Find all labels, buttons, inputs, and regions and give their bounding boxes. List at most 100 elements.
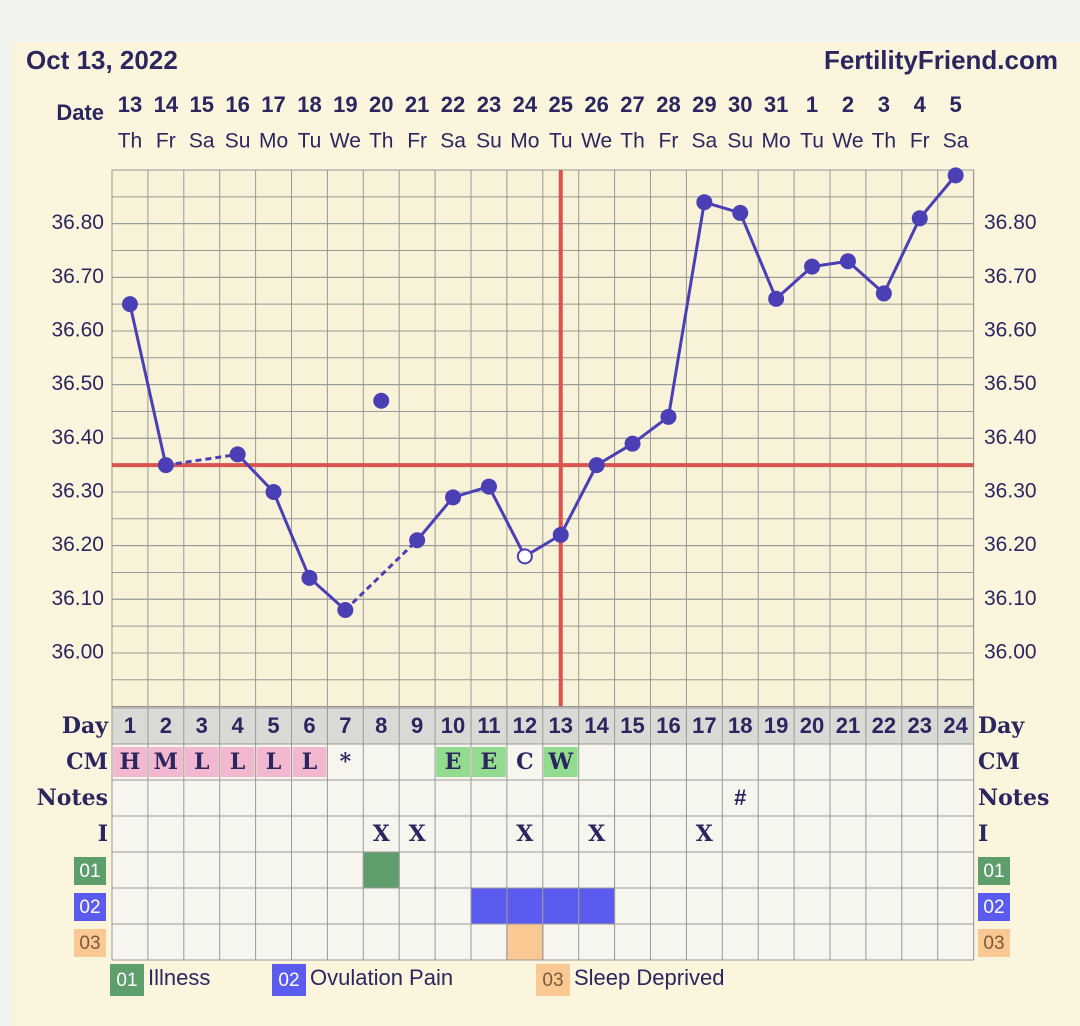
y-tick-label-right: 36.30 xyxy=(984,480,1037,503)
row-label-right: CM xyxy=(978,749,1020,775)
temperature-line xyxy=(775,265,814,300)
temperature-line xyxy=(128,303,168,466)
row-label-right: Notes xyxy=(978,785,1049,811)
date-label: 29 xyxy=(692,92,716,117)
cm-fill xyxy=(148,747,183,777)
y-tick-label: 36.70 xyxy=(51,265,104,288)
cycle-day: 5 xyxy=(267,713,279,738)
weekday-label: We xyxy=(330,130,361,153)
date-label: 16 xyxy=(225,92,249,117)
cm-fill xyxy=(113,747,147,777)
y-tick-label: 36.50 xyxy=(51,372,104,395)
date-label: 5 xyxy=(950,92,962,117)
cm-cell: H xyxy=(120,749,141,775)
date-label: 13 xyxy=(118,92,142,117)
date-label: 20 xyxy=(369,92,393,117)
weekday-label: Tu xyxy=(800,130,824,153)
cycle-day: 7 xyxy=(339,713,351,738)
cycle-day: 24 xyxy=(943,713,968,738)
row-label: Notes xyxy=(37,785,108,811)
y-tick-label: 36.00 xyxy=(51,640,104,663)
symptom-code: 01 xyxy=(79,861,100,882)
legend-code: 01 xyxy=(116,970,137,991)
cycle-day: 6 xyxy=(303,713,315,738)
cycle-day: 22 xyxy=(872,713,896,738)
temperature-line xyxy=(882,217,922,295)
cm-fill xyxy=(436,747,470,777)
cm-cell: L xyxy=(302,749,317,775)
temperature-line-dashed xyxy=(344,539,419,612)
y-tick-label-right: 36.20 xyxy=(984,533,1037,556)
symptom-cell xyxy=(470,887,508,925)
y-tick-label-right: 36.50 xyxy=(984,372,1037,395)
cycle-day: 12 xyxy=(513,713,537,738)
date-label: 1 xyxy=(806,92,818,117)
symptom-cell xyxy=(362,851,400,889)
intercourse-cell: X xyxy=(409,821,427,847)
temperature-line xyxy=(272,491,311,579)
weekday-label: Sa xyxy=(692,130,718,153)
legend-badge xyxy=(536,964,570,996)
temperature-point xyxy=(409,532,426,549)
cycle-day: 4 xyxy=(232,713,245,738)
cm-cell: L xyxy=(194,749,209,775)
weekday-label: Tu xyxy=(549,130,573,153)
date-label: 17 xyxy=(261,92,285,117)
symptom-code: 03 xyxy=(79,933,100,954)
cycle-day: 13 xyxy=(549,713,573,738)
temperature-point xyxy=(445,489,462,506)
cycle-day: 8 xyxy=(375,713,387,738)
weekday-label: Tu xyxy=(298,130,322,153)
y-tick-label-right: 36.60 xyxy=(984,319,1037,342)
temperature-point xyxy=(624,435,641,452)
temperature-point xyxy=(121,296,138,313)
weekday-label: Fr xyxy=(407,130,427,153)
y-tick-label: 36.80 xyxy=(51,211,104,234)
cm-cell: E xyxy=(445,749,462,775)
cm-fill xyxy=(543,747,578,777)
cycle-day: 1 xyxy=(124,713,136,738)
temperature-line xyxy=(415,496,455,542)
weekday-label: We xyxy=(832,130,863,153)
legend-name: Sleep Deprived xyxy=(574,965,724,990)
cycle-day: 11 xyxy=(477,713,500,738)
row-label-right: Day xyxy=(978,713,1025,739)
symptom-code: 01 xyxy=(983,861,1004,882)
temperature-point xyxy=(480,478,497,495)
date-label: 26 xyxy=(584,92,608,117)
weekday-label: Th xyxy=(872,130,897,153)
cycle-day: 15 xyxy=(620,713,644,738)
date-label: 19 xyxy=(333,92,357,117)
temperature-line xyxy=(846,260,885,295)
weekday-label: Th xyxy=(118,130,143,153)
weekday-label: Sa xyxy=(943,130,969,153)
weekday-label: Mo xyxy=(510,130,539,153)
symptom-code: 02 xyxy=(79,897,100,918)
cycle-day: 2 xyxy=(160,713,172,738)
row-label: CM xyxy=(66,749,108,775)
temperature-line xyxy=(559,464,598,536)
symptom-code: 03 xyxy=(983,933,1004,954)
symptom-badge xyxy=(74,893,106,921)
weekday-label: Sa xyxy=(189,130,215,153)
y-tick-label: 36.20 xyxy=(51,533,104,556)
cm-cell: L xyxy=(266,749,281,775)
intercourse-cell: X xyxy=(373,821,391,847)
cycle-day: 10 xyxy=(441,713,465,738)
symptom-cell xyxy=(506,887,544,925)
temperature-point xyxy=(839,253,856,270)
weekday-label: Mo xyxy=(259,130,288,153)
temperature-point xyxy=(229,446,246,463)
cm-fill xyxy=(472,747,506,777)
temperature-line xyxy=(308,576,347,612)
y-tick-label: 36.30 xyxy=(51,480,104,503)
temperature-point xyxy=(301,569,318,586)
weekday-label: We xyxy=(581,130,612,153)
cm-cell: C xyxy=(516,749,534,775)
date-label: 2 xyxy=(842,92,854,117)
cycle-day: 21 xyxy=(836,713,860,738)
site-name: FertilityFriend.com xyxy=(824,45,1058,75)
temperature-point xyxy=(373,392,390,409)
date-label: 4 xyxy=(914,92,927,117)
